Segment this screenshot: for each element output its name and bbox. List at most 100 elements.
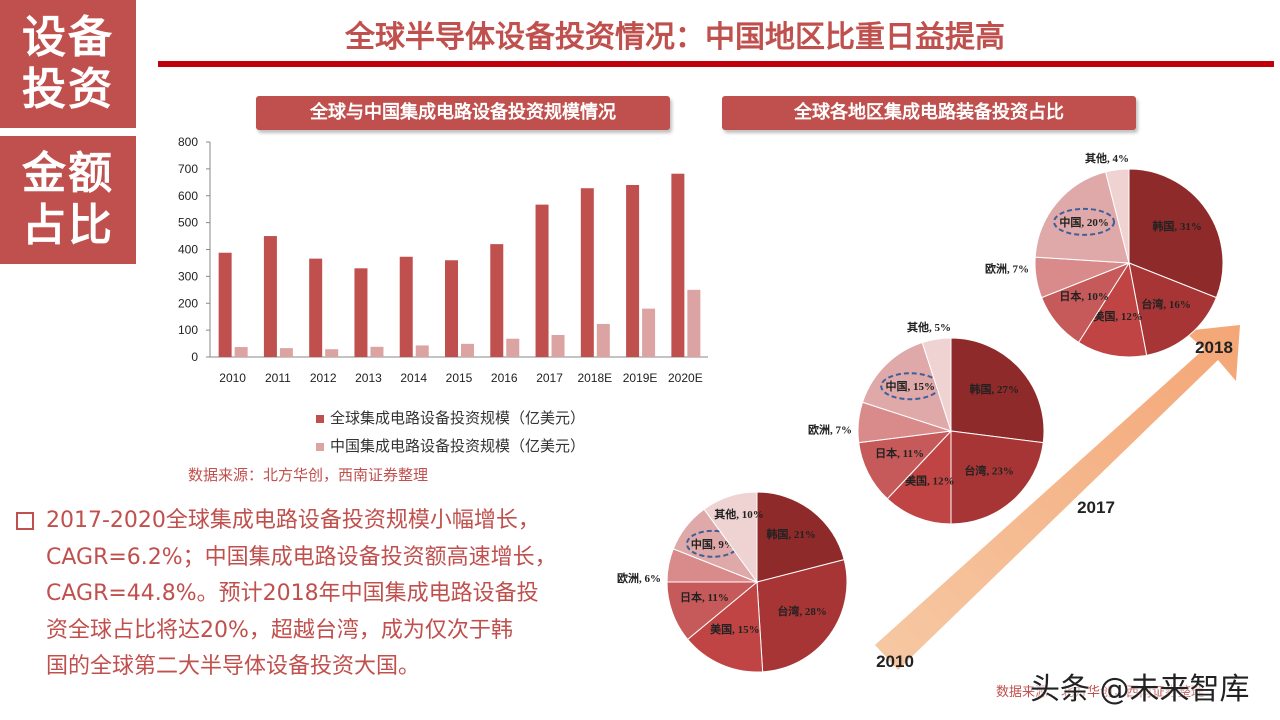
pie-slice [756, 491, 845, 583]
summary-line: 国的全球第二大半导体设备投资大国。 [46, 654, 421, 679]
y-tick-label: 100 [178, 323, 198, 337]
y-tick-label: 500 [178, 216, 198, 230]
pie-label: 日本, 11% [680, 590, 729, 604]
y-tick-label: 0 [191, 350, 198, 364]
pie-slice [1105, 168, 1130, 264]
y-tick-label: 800 [178, 135, 198, 149]
pie-label: 台湾, 28% [777, 604, 827, 618]
pie-year-label: 2010 [876, 652, 914, 671]
pie-slice [1128, 168, 1224, 299]
legend-china: 中国集成电路设备投资规模（亿美元） [316, 435, 585, 456]
bar-china [325, 349, 339, 357]
pie-slice [703, 491, 758, 584]
legend-global-swatch [316, 414, 324, 423]
x-tick-label: 2015 [446, 371, 473, 385]
pie-charts: 韩国, 21% 台湾, 28% 美国, 15% 日本, 11% 欧洲, 6% 中国, 9%… [617, 151, 1240, 673]
x-tick-label: 2014 [400, 371, 427, 385]
pie-year-label: 2018 [1195, 338, 1233, 357]
bar-global [218, 252, 232, 357]
bar-global [535, 204, 549, 357]
x-tick-label: 2020E [668, 371, 703, 385]
bar-china [642, 308, 656, 357]
y-tick-label: 700 [178, 162, 198, 176]
side-label-bottom: 金额 占比 [0, 136, 136, 264]
pie-label: 其他, 5% [907, 320, 951, 334]
pie-label: 中国, 15% [885, 379, 935, 393]
x-tick-label: 2018E [577, 371, 612, 385]
pie-chart-title: 全球各地区集成电路装备投资占比 [722, 96, 1136, 130]
pie-year-label: 2017 [1077, 498, 1115, 517]
bar-china [687, 289, 701, 357]
pie-slice [686, 580, 764, 673]
summary-line: CAGR=6.2%；中国集成电路设备投资额高速增长， [46, 544, 557, 570]
pie-slice [950, 430, 1044, 525]
pie-label: 中国, 9% [691, 537, 735, 551]
pie-label: 韩国, 21% [766, 527, 816, 541]
bullet-square-icon [16, 512, 34, 530]
china-highlight-circle [1053, 207, 1116, 236]
pie-label: 韩国, 27% [970, 382, 1020, 396]
bar-china [596, 323, 610, 357]
bar-china [370, 346, 384, 357]
legend-china-label: 中国集成电路设备投资规模（亿美元） [330, 437, 586, 455]
pie-source-note: 数据来源：北方华创，西南证券整理 [996, 685, 1205, 700]
summary-line: CAGR=44.8%。预计2018年中国集成电路设备投 [46, 581, 539, 606]
pie-slice [756, 559, 848, 673]
pie-slice [861, 341, 952, 432]
pie-slice [950, 337, 1045, 444]
summary-text: 2017-2020全球集成电路设备投资规模小幅增长， CAGR=6.2%；中国集… [46, 503, 606, 686]
bar-global [399, 256, 413, 357]
pie-label: 台湾, 16% [1141, 297, 1191, 311]
y-tick-label: 600 [178, 189, 198, 203]
pie-label: 日本, 10% [1059, 289, 1109, 303]
y-tick-label: 200 [178, 296, 198, 310]
growth-arrow-icon [875, 325, 1240, 670]
pie-label: 其他, 4% [1085, 151, 1129, 165]
pie-label: 美国, 12% [905, 474, 955, 488]
bar-global [354, 268, 368, 357]
pie-label: 美国, 15% [710, 622, 760, 636]
bar-global [263, 236, 277, 357]
side-label-bottom-line2: 占比 [22, 200, 114, 251]
pie-slice [921, 337, 952, 432]
legend-global-label: 全球集成电路设备投资规模（亿美元） [330, 409, 586, 427]
bar-global [445, 260, 458, 357]
side-label-bottom-line1: 金额 [22, 148, 114, 199]
pie-slice [1128, 262, 1218, 356]
pie-label: 美国, 12% [1093, 309, 1143, 323]
pie-label: 中国, 20% [1059, 215, 1109, 229]
y-tick-label: 300 [178, 269, 198, 283]
bar-source-note: 数据来源：北方华创，西南证券整理 [188, 466, 429, 484]
bar-chart: 0 100 200 300 400 500 600 700 800 2010 2011 2012 201… [178, 135, 708, 385]
pie-slice [886, 429, 952, 525]
legend-global: 全球集成电路设备投资规模（亿美元） [316, 407, 585, 428]
x-tick-label: 2012 [310, 371, 337, 385]
pie-label: 韩国, 31% [1152, 219, 1202, 233]
bar-global [309, 258, 323, 357]
summary-line: 2017-2020全球集成电路设备投资规模小幅增长， [46, 508, 540, 533]
x-tick-label: 2013 [355, 371, 382, 385]
title-divider [158, 61, 1274, 67]
bar-global [626, 185, 640, 357]
pie-slice [1034, 171, 1130, 264]
x-tick-label: 2010 [219, 371, 246, 385]
summary-line: 资全球占比将达20%，超越台湾，成为仅次于韩 [46, 617, 513, 643]
pie-label: 欧洲, 7% [985, 261, 1029, 275]
bar-china [234, 347, 248, 357]
x-tick-label: 2016 [491, 371, 518, 385]
bar-china [415, 345, 429, 357]
x-tick-label: 2019E [623, 371, 658, 385]
bar-china [551, 334, 565, 357]
bar-china [506, 338, 520, 357]
bar-china [279, 348, 293, 357]
side-label-top: 设备 投资 [0, 0, 136, 128]
side-label-top-line2: 投资 [22, 64, 114, 115]
y-tick-label: 400 [178, 243, 198, 257]
x-tick-label: 2017 [536, 371, 563, 385]
x-tick-label: 2011 [265, 371, 291, 385]
watermark: 头条 @未来智库 [1030, 672, 1250, 707]
bar-global [671, 173, 685, 357]
page-title: 全球半导体设备投资情况：中国地区比重日益提高 [345, 20, 1005, 55]
bar-china [461, 343, 474, 357]
pie-label: 台湾, 23% [964, 463, 1014, 477]
